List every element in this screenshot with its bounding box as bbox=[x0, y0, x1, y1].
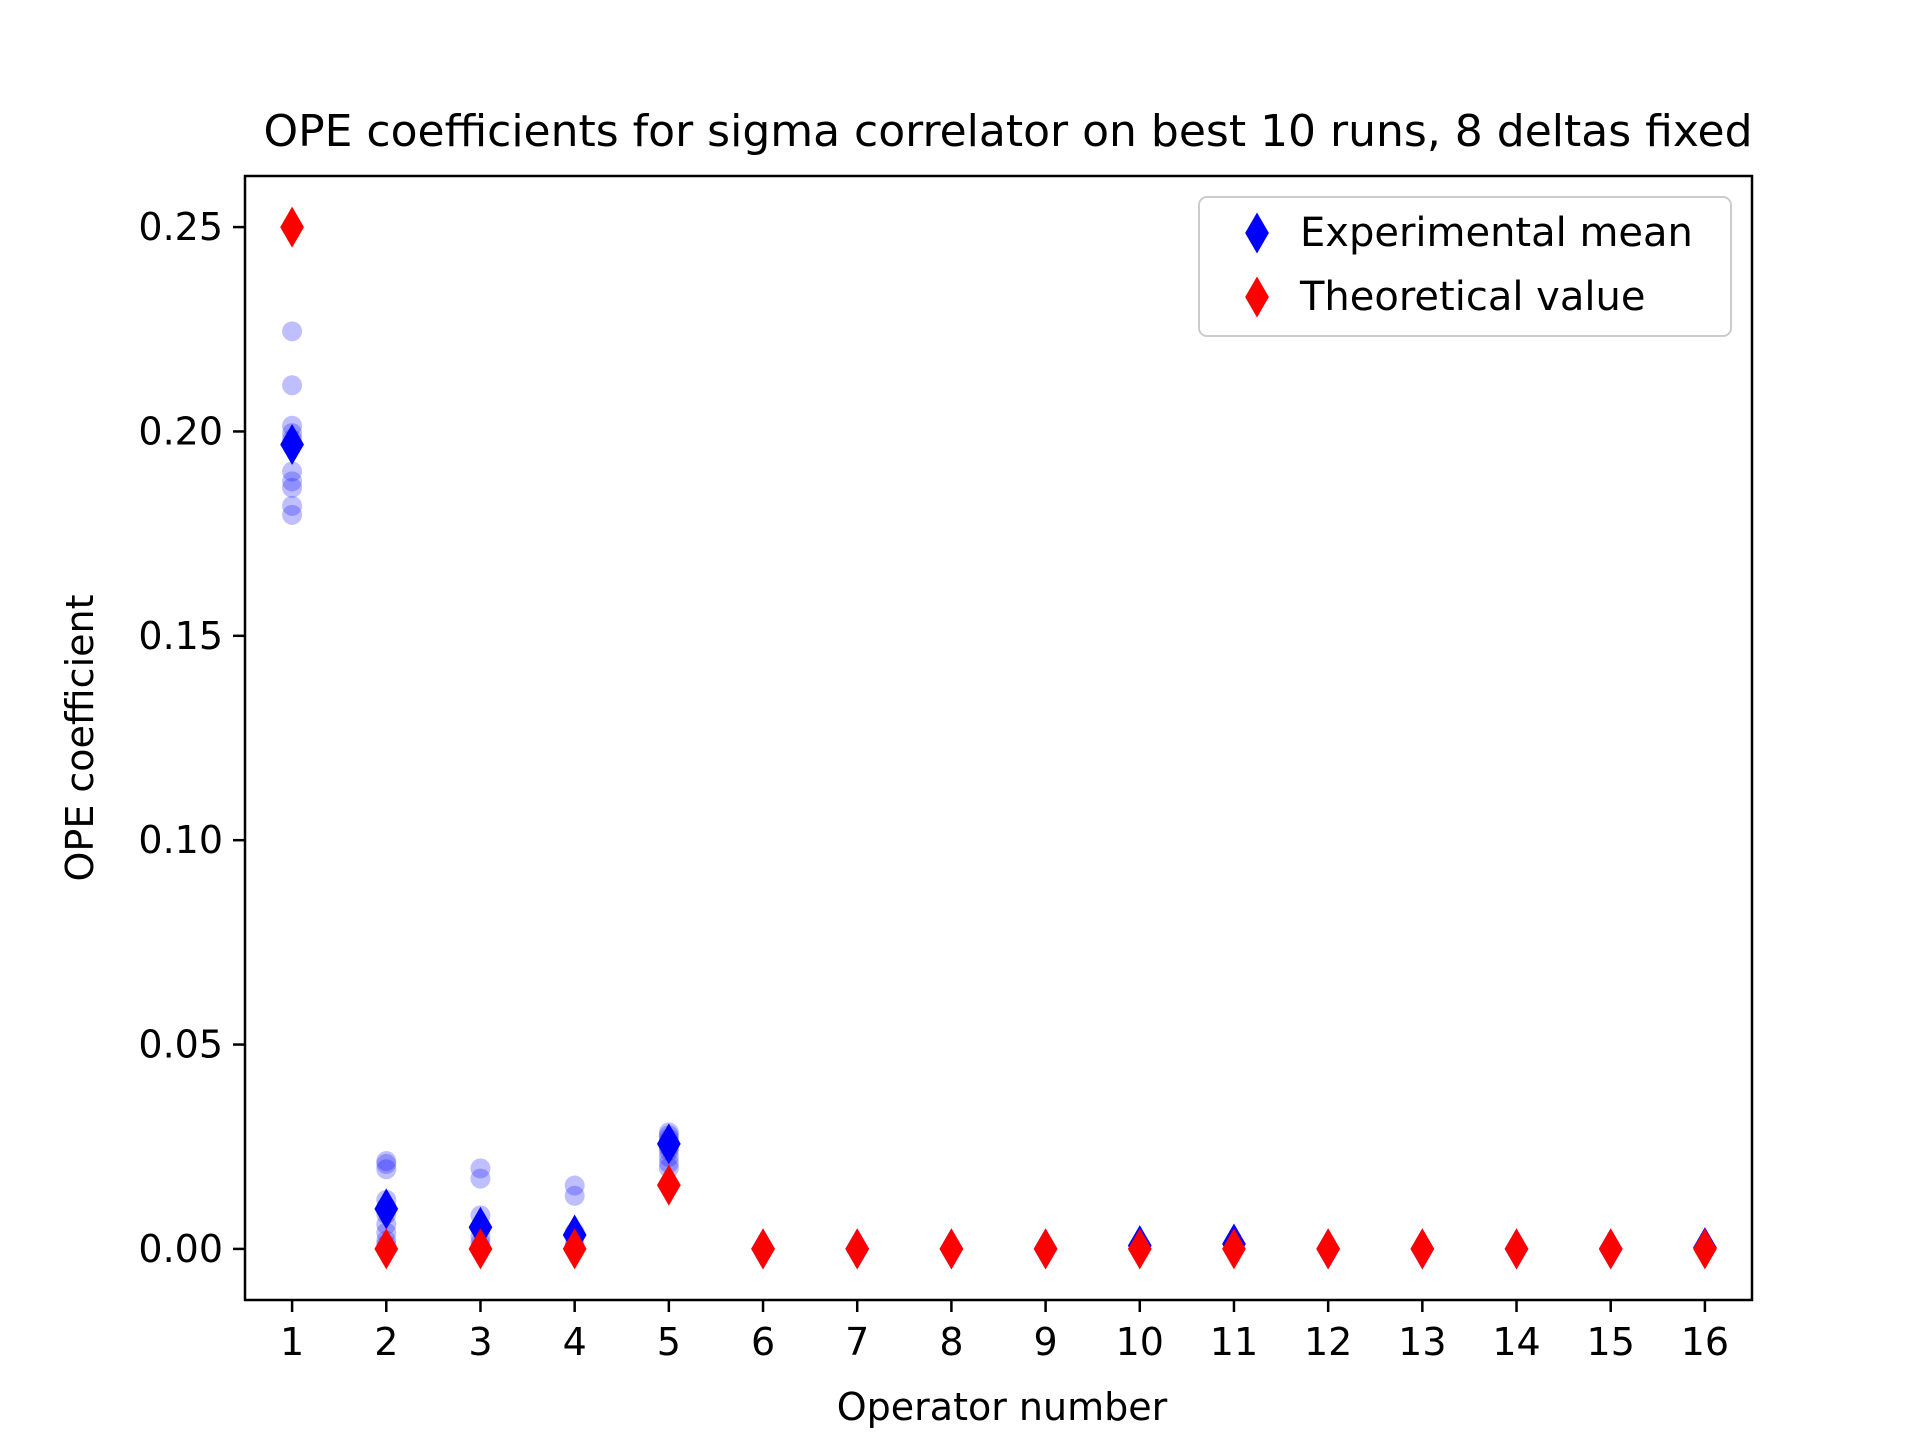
x-tick-label: 2 bbox=[374, 1320, 398, 1364]
x-tick-label: 10 bbox=[1116, 1320, 1164, 1364]
run-point bbox=[282, 495, 303, 516]
theoretical-value-point bbox=[1598, 1228, 1623, 1270]
run-point bbox=[282, 477, 303, 498]
axes-frame bbox=[243, 174, 1754, 1302]
theoretical-value-point bbox=[1504, 1228, 1529, 1270]
run-point bbox=[282, 321, 303, 342]
y-axis-label: OPE coefficient bbox=[58, 595, 102, 882]
theoretical-value-point bbox=[1693, 1228, 1717, 1270]
x-axis-label: Operator number bbox=[837, 1385, 1168, 1429]
x-tick-label: 9 bbox=[1034, 1320, 1058, 1364]
x-tick-label: 3 bbox=[468, 1320, 492, 1364]
legend-marker-theoretical bbox=[1245, 276, 1269, 318]
x-tick-label: 4 bbox=[563, 1320, 587, 1364]
run-point bbox=[282, 461, 303, 482]
y-tick-label: 0.25 bbox=[138, 205, 223, 249]
theoretical-value-point bbox=[1127, 1228, 1152, 1270]
run-point bbox=[564, 1185, 585, 1206]
legend-frame bbox=[1198, 196, 1732, 337]
x-tick-label: 15 bbox=[1587, 1320, 1635, 1364]
y-tick-label: 0.15 bbox=[138, 614, 223, 658]
x-tick-label: 13 bbox=[1398, 1320, 1446, 1364]
x-tick-label: 12 bbox=[1304, 1320, 1352, 1364]
x-tick-label: 11 bbox=[1210, 1320, 1258, 1364]
experimental-mean-point bbox=[656, 1123, 681, 1165]
y-tick-label: 0.05 bbox=[138, 1023, 223, 1067]
run-point bbox=[376, 1159, 397, 1180]
theoretical-value-point bbox=[1033, 1228, 1058, 1270]
chart-title: OPE coefficients for sigma correlator on… bbox=[263, 106, 1752, 157]
run-point bbox=[282, 471, 303, 492]
y-tick-label: 0.10 bbox=[138, 818, 223, 862]
legend-label-experimental: Experimental mean bbox=[1300, 210, 1693, 256]
x-tick-label: 7 bbox=[845, 1320, 869, 1364]
theoretical-value-point bbox=[1222, 1228, 1246, 1270]
x-tick-label: 14 bbox=[1492, 1320, 1540, 1364]
theoretical-value-point bbox=[1410, 1228, 1435, 1270]
x-tick-label: 5 bbox=[657, 1320, 681, 1364]
experimental-mean-point bbox=[280, 424, 304, 466]
run-point bbox=[282, 504, 303, 525]
theoretical-value-point bbox=[656, 1164, 681, 1206]
x-tick-label: 16 bbox=[1681, 1320, 1729, 1364]
run-point bbox=[376, 1153, 397, 1174]
run-point bbox=[470, 1168, 491, 1189]
theoretical-value-point bbox=[1316, 1228, 1341, 1270]
run-point bbox=[376, 1151, 397, 1172]
theoretical-value-point bbox=[939, 1228, 964, 1270]
run-point bbox=[282, 375, 303, 396]
theoretical-value-point bbox=[562, 1228, 587, 1270]
x-tick-label: 1 bbox=[280, 1320, 304, 1364]
plot-area: 1 2 3 4 5 6 7 8 9 10 11 12 13 14 15 160.000.050.100.150… bbox=[138, 174, 1754, 1364]
y-tick-label: 0.00 bbox=[138, 1227, 223, 1271]
theoretical-value-point bbox=[751, 1228, 775, 1270]
theoretical-value-point bbox=[845, 1228, 870, 1270]
theoretical-value-point bbox=[374, 1228, 399, 1270]
run-point bbox=[564, 1175, 585, 1196]
run-point bbox=[470, 1158, 491, 1179]
x-tick-label: 6 bbox=[751, 1320, 775, 1364]
y-tick-label: 0.20 bbox=[138, 409, 223, 453]
theoretical-value-point bbox=[468, 1228, 493, 1270]
experimental-mean-point bbox=[374, 1188, 399, 1230]
theoretical-value-point bbox=[280, 206, 304, 248]
legend: Experimental mean Theoretical value bbox=[1198, 196, 1732, 337]
x-tick-label: 8 bbox=[939, 1320, 963, 1364]
legend-label-theoretical: Theoretical value bbox=[1299, 274, 1645, 320]
legend-marker-experimental bbox=[1245, 212, 1269, 254]
